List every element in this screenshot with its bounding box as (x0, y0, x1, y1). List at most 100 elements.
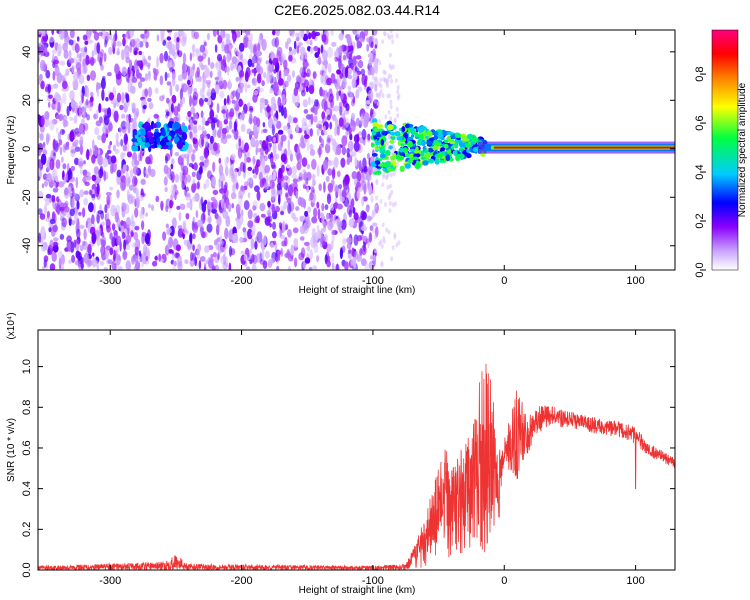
heatmap-cell (201, 94, 206, 100)
heatmap-cell (309, 128, 313, 137)
heatmap-cell (420, 156, 426, 160)
heatmap-cell (163, 176, 168, 186)
heatmap-cell (291, 70, 295, 78)
heatmap-cell (144, 88, 149, 97)
heatmap-cell (79, 167, 83, 176)
heatmap-cell (195, 210, 199, 219)
heatmap-cell (259, 97, 266, 103)
heatmap-cell (69, 130, 75, 142)
heatmap-cell (285, 41, 289, 49)
heatmap-cell (348, 209, 352, 218)
heatmap-cell (78, 211, 82, 216)
heatmap-cell (40, 80, 45, 90)
heatmap-cell (427, 158, 435, 164)
heatmap-cell (38, 176, 41, 181)
heatmap-cell (278, 167, 283, 179)
heatmap-cell (361, 196, 364, 207)
heatmap-cell (74, 139, 79, 144)
heatmap-cell (233, 169, 238, 180)
heatmap-cell (345, 103, 350, 112)
heatmap-cell (38, 159, 43, 170)
heatmap-cell (169, 199, 173, 209)
heatmap-cell (126, 151, 132, 158)
heatmap-cell (83, 190, 89, 195)
heatmap-cell (113, 110, 119, 123)
heatmap-cell (179, 88, 183, 101)
heatmap-cell (318, 146, 322, 158)
heatmap-cell (116, 41, 122, 47)
heatmap-cell (322, 236, 327, 242)
heatmap-cell (186, 201, 192, 209)
heatmap-cell (51, 49, 58, 54)
y-tick-label: 1.0 (21, 359, 33, 374)
heatmap-cell (375, 140, 380, 146)
heatmap-cell (330, 73, 336, 84)
heatmap-cell (109, 186, 113, 191)
heatmap-cell (164, 186, 168, 193)
heatmap-cell (49, 119, 55, 131)
heatmap-cell (292, 48, 297, 55)
heatmap-cell (84, 46, 88, 53)
heatmap-cell (338, 117, 344, 127)
heatmap-cell (375, 92, 379, 98)
heatmap-cell (339, 106, 343, 116)
heatmap-cell (349, 133, 353, 141)
x-tick-label: 100 (626, 575, 644, 587)
heatmap-cell (191, 51, 195, 58)
heatmap-cell (355, 117, 360, 127)
heatmap-cell (313, 241, 319, 254)
heatmap-cell (379, 77, 383, 83)
heatmap-cell (120, 152, 125, 160)
heatmap-cell (52, 187, 59, 193)
heatmap-cell (100, 245, 105, 255)
heatmap-cell (96, 89, 100, 97)
heatmap-cell (261, 243, 265, 253)
heatmap-cell (53, 237, 59, 242)
colorbar-tick-label: 0.2 (694, 213, 706, 228)
heatmap-cell (333, 156, 339, 168)
heatmap-cell (343, 197, 350, 208)
heatmap-cell (98, 31, 103, 37)
heatmap-cell (55, 177, 59, 183)
heatmap-cell (309, 46, 314, 54)
heatmap-cell (302, 99, 308, 108)
heatmap-cell (120, 179, 126, 192)
heatmap-cell (83, 197, 88, 206)
y-tick-label: 20 (21, 94, 33, 106)
heatmap-cell (341, 146, 346, 156)
heatmap-cell (253, 89, 259, 96)
heatmap-cell (212, 30, 217, 37)
y-tick-label: 0.0 (21, 562, 33, 577)
heatmap-cell (145, 41, 149, 48)
heatmap-cell (396, 113, 400, 119)
heatmap-cell (331, 229, 335, 236)
heatmap-cell (79, 136, 84, 146)
heatmap-cell (228, 119, 233, 130)
heatmap-cell (268, 117, 274, 129)
heatmap-cell (145, 156, 151, 165)
heatmap-cell (326, 260, 331, 268)
heatmap-cell (443, 143, 449, 149)
heatmap-cell (199, 161, 205, 167)
heatmap-cell (233, 121, 237, 132)
heatmap-cell (371, 153, 378, 157)
heatmap-cell (284, 192, 289, 198)
heatmap-cell (390, 164, 394, 169)
heatmap-cell (330, 107, 336, 112)
heatmap-cell (227, 204, 231, 210)
heatmap-cell (139, 77, 146, 82)
heatmap-cell (240, 250, 246, 255)
heatmap-cell (393, 234, 397, 240)
heatmap-cell (262, 128, 268, 133)
heatmap-cell (74, 80, 79, 91)
heatmap-cell (192, 233, 196, 240)
heatmap-cell (135, 68, 140, 79)
heatmap-cell (362, 170, 368, 181)
heatmap-cell (53, 181, 57, 189)
spectrogram-xlabel: Height of straight line (km) (299, 285, 416, 296)
heatmap-cell (103, 115, 110, 126)
heatmap-cell (221, 109, 227, 114)
heatmap-cell (388, 208, 392, 214)
heatmap-cell (111, 236, 116, 248)
heatmap-cell (287, 130, 293, 135)
